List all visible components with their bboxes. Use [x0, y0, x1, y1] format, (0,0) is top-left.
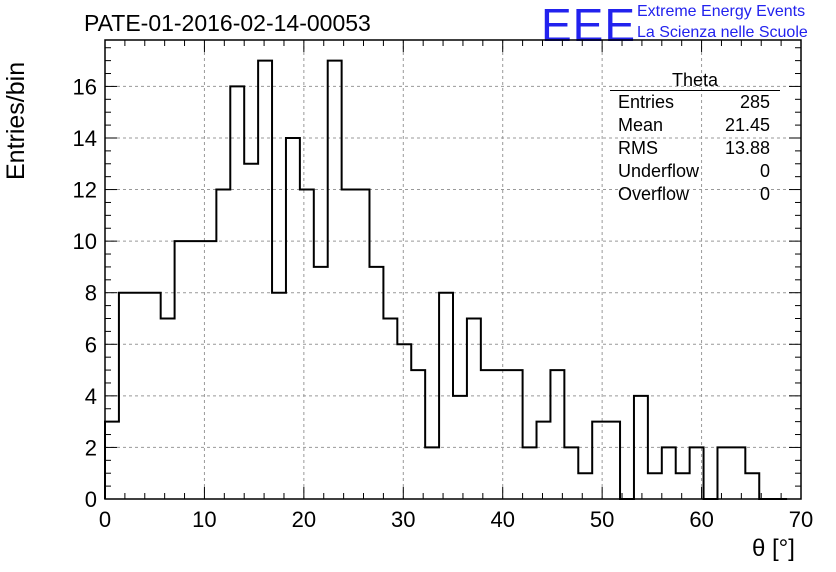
x-tick-label: 10	[192, 507, 216, 532]
x-tick-label: 0	[99, 507, 111, 532]
stats-value: 285	[739, 92, 770, 112]
stats-label: Underflow	[618, 161, 700, 181]
stats-value: 21.45	[724, 115, 770, 135]
run-title: PATE-01-2016-02-14-00053	[84, 10, 371, 36]
y-tick-label: 2	[85, 435, 97, 460]
logo-line-1: Extreme Energy Events	[637, 3, 806, 20]
y-tick-label: 12	[73, 178, 97, 203]
stats-value: 0	[759, 184, 770, 204]
logo-mark: EEE	[541, 0, 637, 51]
x-tick-label: 30	[391, 507, 415, 532]
eee-logo: EEE Extreme Energy Events La Scienza nel…	[541, 0, 831, 51]
y-tick-label: 10	[73, 229, 97, 254]
y-tick-label: 16	[73, 74, 97, 99]
stats-label: Overflow	[618, 184, 690, 204]
x-tick-label: 50	[590, 507, 614, 532]
stats-value: 13.88	[724, 138, 770, 158]
stats-row-rms: RMS 13.88	[610, 137, 780, 160]
x-tick-label: 70	[789, 507, 813, 532]
y-tick-label: 6	[85, 332, 97, 357]
stats-box: Theta Entries 285 Mean 21.45 RMS 13.88 U…	[610, 70, 780, 206]
x-tick-label: 20	[292, 507, 316, 532]
stats-label: Entries	[618, 92, 675, 112]
plot-frame	[104, 39, 802, 500]
x-tick-label: 60	[689, 507, 713, 532]
x-tick-label: 40	[490, 507, 514, 532]
stats-title: Theta	[610, 70, 780, 91]
y-tick-label: 14	[73, 126, 97, 151]
x-axis-label: θ [°]	[752, 535, 795, 562]
stats-row-entries: Entries 285	[610, 91, 780, 114]
histogram-series	[104, 59, 788, 500]
y-tick-label: 0	[85, 487, 97, 512]
stats-row-overflow: Overflow 0	[610, 183, 780, 206]
logo-line-2: La Scienza nelle Scuole	[637, 24, 808, 41]
stats-row-mean: Mean 21.45	[610, 114, 780, 137]
stats-value: 0	[759, 161, 770, 181]
stats-label: RMS	[618, 138, 658, 158]
y-tick-label: 8	[85, 281, 97, 306]
stats-row-underflow: Underflow 0	[610, 160, 780, 183]
y-tick-label: 4	[85, 384, 97, 409]
stats-label: Mean	[618, 115, 664, 135]
